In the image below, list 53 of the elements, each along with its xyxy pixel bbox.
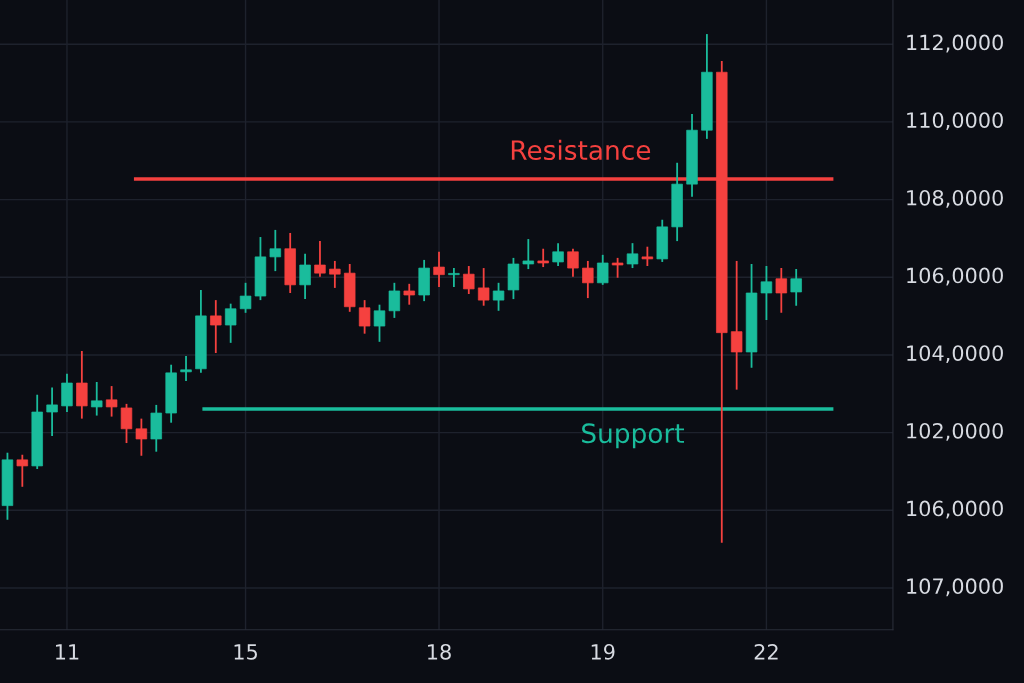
candlestick — [641, 245, 654, 267]
candlestick — [358, 299, 371, 335]
candlestick — [522, 238, 535, 270]
ref-line-label: Support — [582, 423, 685, 449]
candlestick — [180, 355, 192, 382]
ref-line-label: Resistance — [511, 139, 651, 161]
candlestick — [61, 372, 73, 413]
candlestick — [329, 260, 341, 289]
candlestick — [76, 350, 88, 420]
candlestick — [299, 252, 311, 300]
candlestick — [775, 267, 788, 314]
text: 102,0000 — [907, 422, 1003, 441]
candlestick — [210, 299, 222, 354]
candlestick — [552, 242, 564, 267]
x-tick-label: 15 — [234, 644, 257, 660]
text: 106,0000 — [907, 267, 1003, 286]
candlestick — [730, 260, 743, 391]
x-tick-label: 18 — [428, 643, 451, 660]
candlestick — [448, 267, 460, 288]
candlestick — [224, 302, 237, 344]
candlestick — [433, 250, 445, 288]
candlestick — [463, 265, 475, 295]
candlestick — [597, 253, 609, 286]
candlestick — [91, 381, 103, 417]
text: 112,0000 — [907, 34, 1003, 53]
candlestick — [239, 281, 252, 314]
candlestick — [537, 247, 549, 268]
candlestick — [477, 267, 490, 307]
candlestick — [403, 282, 415, 306]
candlestick — [373, 303, 386, 343]
text: 110,0000 — [907, 112, 1003, 131]
x-tick-label: 19 — [591, 643, 615, 660]
candlestick — [567, 247, 579, 278]
candlestick — [790, 268, 802, 307]
text: 107,0000 — [907, 578, 1003, 597]
candlestick — [314, 240, 326, 278]
candlestick — [16, 453, 29, 488]
candlestick — [135, 417, 148, 457]
candlestick — [388, 281, 401, 319]
text: 104,0000 — [907, 345, 1003, 364]
candlestick — [46, 386, 58, 437]
candlestick — [760, 265, 773, 321]
candlestick — [611, 256, 624, 279]
candlestick — [105, 385, 118, 418]
text: 106,0000 — [907, 500, 1003, 519]
candlestick — [626, 242, 639, 269]
candlestick — [492, 281, 505, 312]
x-tick-label: 11 — [56, 644, 79, 660]
candlestick — [582, 260, 594, 299]
x-tick-label: 22 — [754, 643, 778, 660]
text: 108,0000 — [907, 189, 1003, 208]
candlestick — [269, 229, 282, 273]
candlestick — [120, 402, 133, 444]
